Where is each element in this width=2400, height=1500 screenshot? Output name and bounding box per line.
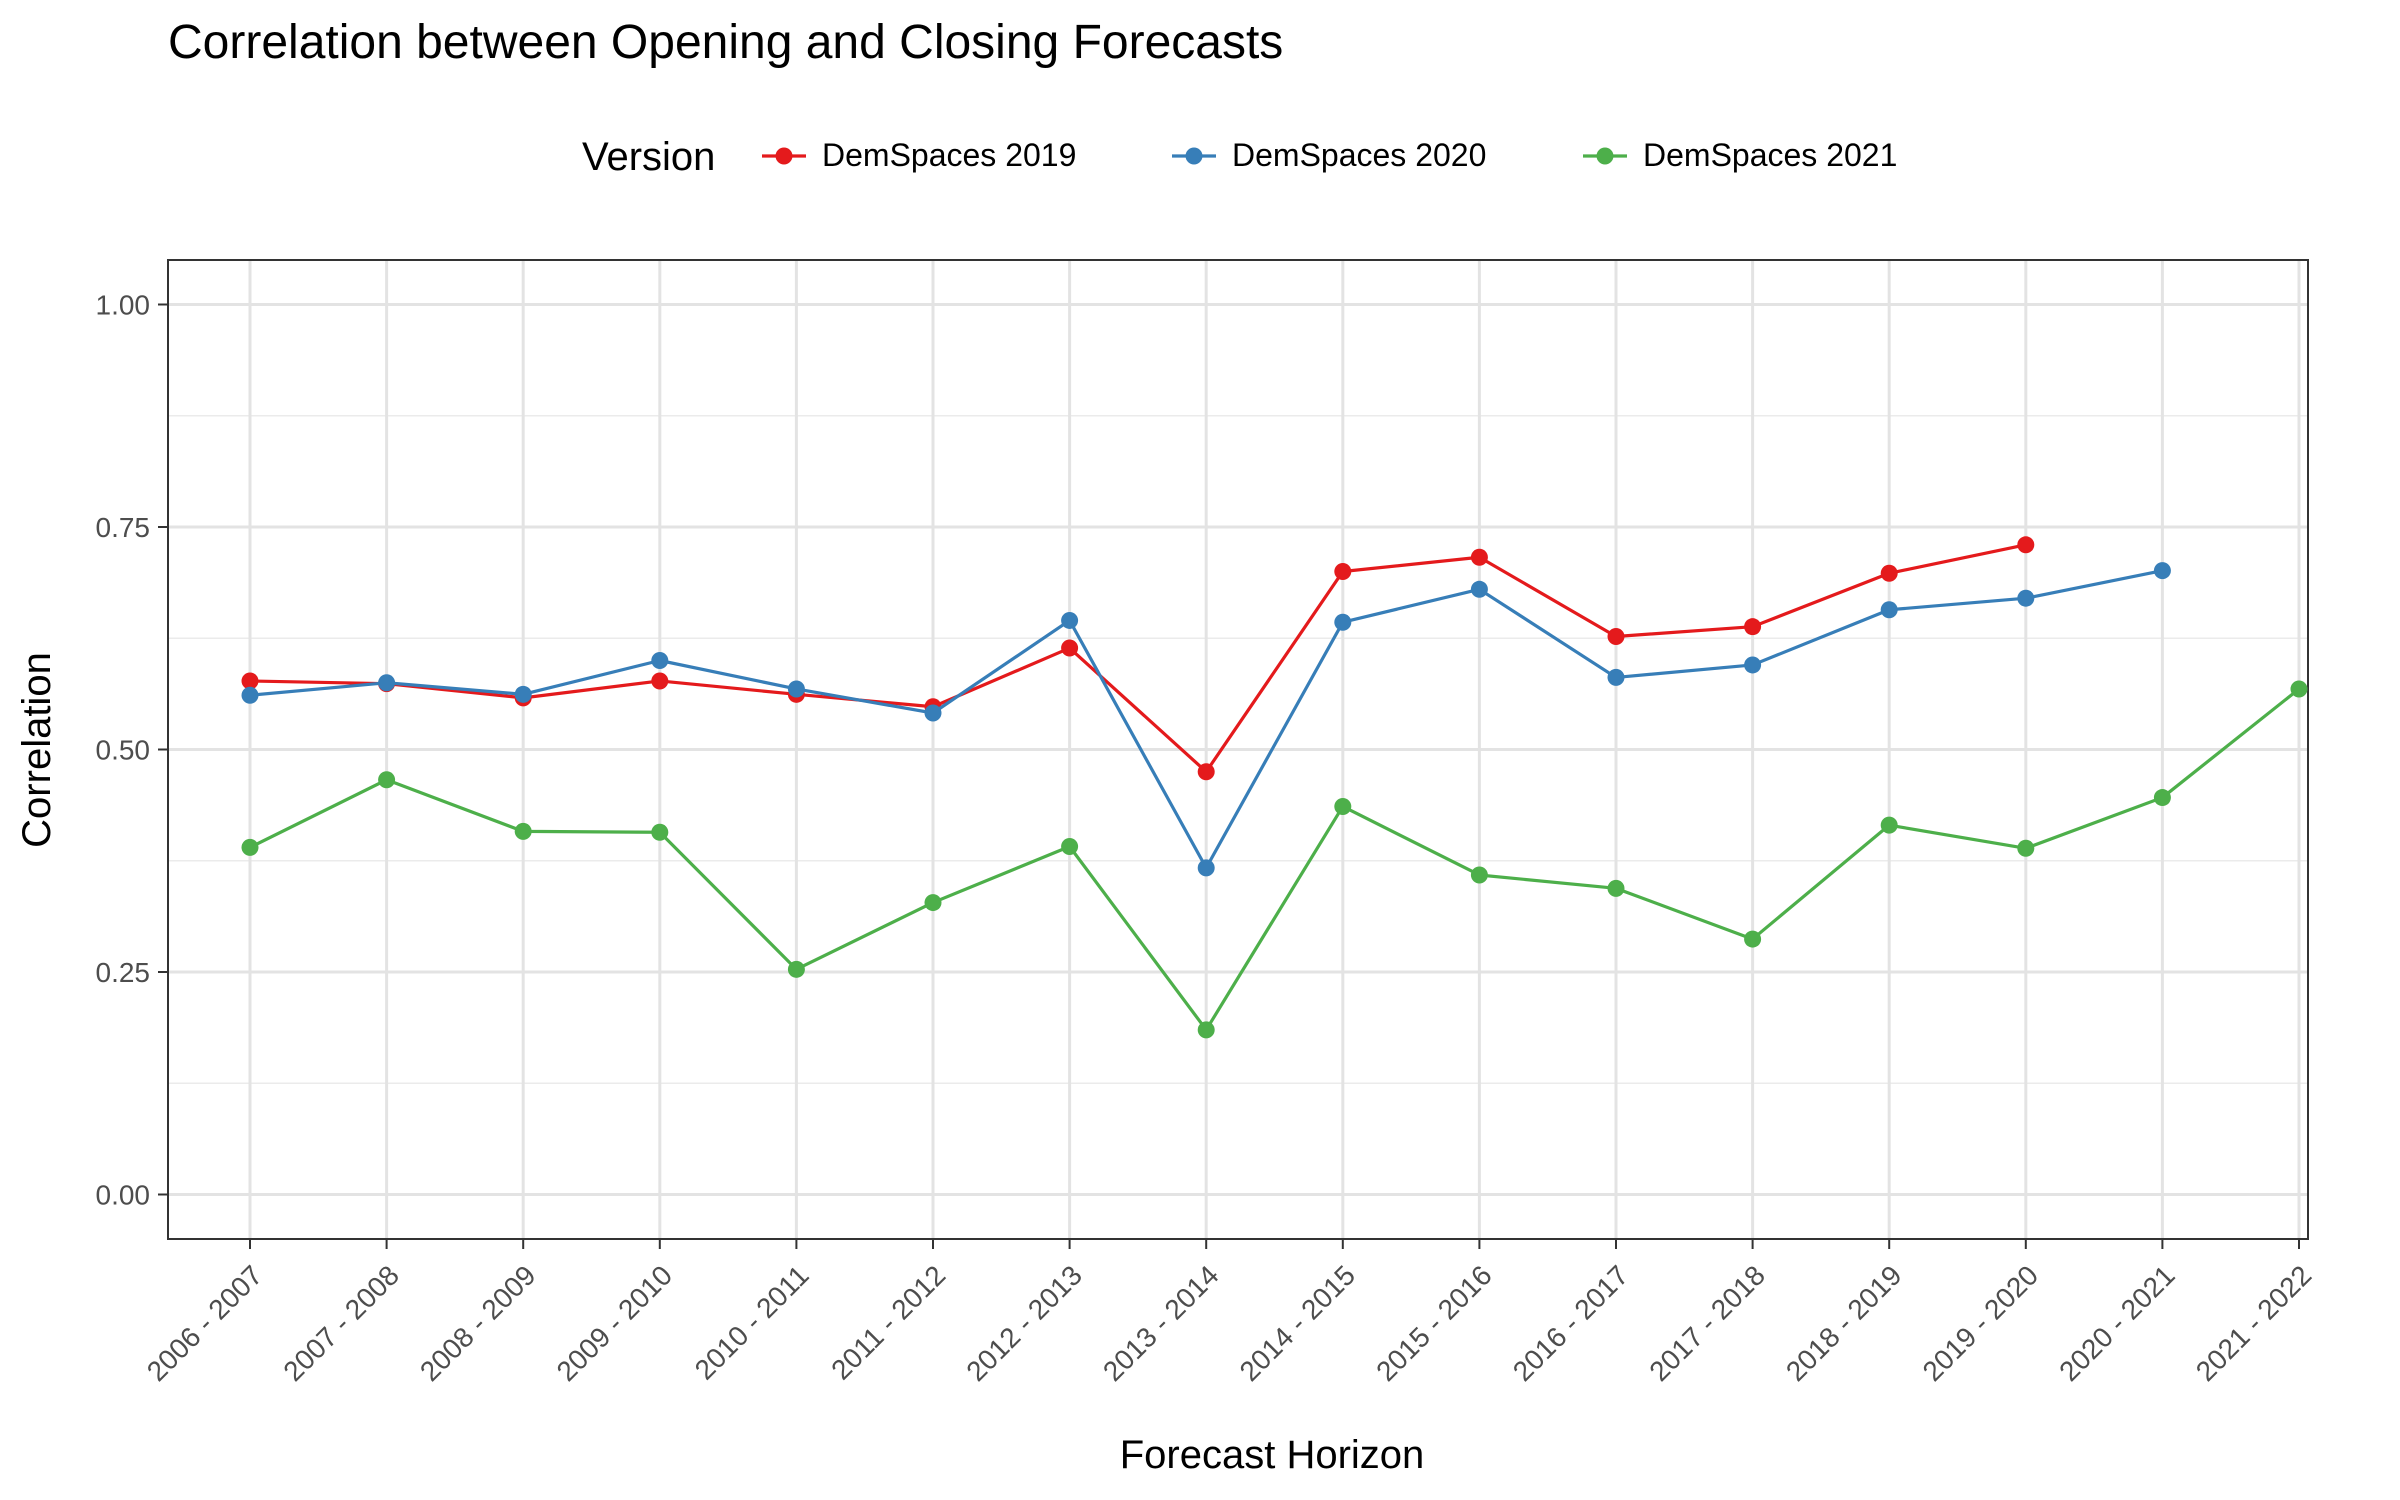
x-tick-label: 2016 - 2017 xyxy=(1507,1259,1635,1387)
data-point xyxy=(1470,548,1488,566)
x-tick-label: 2006 - 2007 xyxy=(141,1259,269,1387)
data-point xyxy=(2017,536,2035,554)
data-point xyxy=(378,674,396,692)
series-line xyxy=(249,687,2300,1032)
data-point xyxy=(514,685,532,703)
data-point xyxy=(2153,562,2171,580)
data-point xyxy=(1061,838,1079,856)
data-point xyxy=(241,672,259,690)
legend-title: Version xyxy=(582,135,715,179)
data-point xyxy=(2153,789,2171,807)
series-group xyxy=(241,536,2035,781)
data-point xyxy=(1197,859,1215,877)
legend: Version DemSpaces 2019 DemSpaces 2020 DemS… xyxy=(582,135,1897,179)
x-tick-label: 2008 - 2009 xyxy=(414,1259,542,1387)
series-group xyxy=(241,680,2308,1039)
data-point xyxy=(1880,816,1898,834)
x-tick-label: 2007 - 2008 xyxy=(277,1259,405,1387)
data-point xyxy=(1470,580,1488,598)
data-point xyxy=(1334,613,1352,631)
data-point xyxy=(241,838,259,856)
data-point xyxy=(1334,563,1352,580)
legend-label: DemSpaces 2021 xyxy=(1643,137,1897,173)
x-axis: 2006 - 2007 2007 - 2008 2008 - 2009 2009 - … xyxy=(141,1239,2318,1387)
data-point xyxy=(1334,797,1352,815)
data-point xyxy=(924,704,942,722)
data-point xyxy=(1744,656,1762,674)
x-tick-label: 2011 - 2012 xyxy=(825,1259,951,1385)
data-point xyxy=(787,960,805,978)
y-tick-label: 0.75 xyxy=(96,512,151,543)
x-tick-label: 2010 - 2011 xyxy=(689,1259,815,1385)
x-tick-label: 2019 - 2020 xyxy=(1917,1259,2045,1387)
data-point xyxy=(1607,668,1625,686)
data-point xyxy=(924,894,942,912)
legend-key-point xyxy=(1185,147,1203,165)
series-layer xyxy=(241,536,2308,1039)
data-point xyxy=(1607,627,1625,645)
x-tick-label: 2017 - 2018 xyxy=(1643,1259,1771,1387)
y-tick-label: 1.00 xyxy=(96,290,151,321)
data-point xyxy=(1197,763,1215,781)
legend-item: DemSpaces 2019 xyxy=(762,137,1076,173)
y-axis-label: Correlation xyxy=(15,652,59,848)
chart-title: Correlation between Opening and Closing … xyxy=(168,16,1283,69)
data-point xyxy=(378,771,396,789)
x-tick-label: 2018 - 2019 xyxy=(1780,1259,1908,1387)
data-point xyxy=(2017,839,2035,857)
x-tick-label: 2013 - 2014 xyxy=(1097,1259,1225,1387)
data-point xyxy=(1470,866,1488,884)
legend-key-point xyxy=(775,147,793,165)
x-tick-label: 2020 - 2021 xyxy=(2053,1259,2181,1387)
series-group xyxy=(241,562,2171,877)
x-tick-label: 2021 - 2022 xyxy=(2190,1259,2318,1387)
y-tick-label: 0.50 xyxy=(96,735,151,766)
data-point xyxy=(1880,564,1898,582)
x-tick-label: 2009 - 2010 xyxy=(551,1259,679,1387)
data-point xyxy=(2290,680,2308,698)
x-axis-label: Forecast Horizon xyxy=(1120,1433,1425,1477)
gridlines xyxy=(168,260,2308,1239)
data-point xyxy=(1607,879,1625,897)
y-tick-label: 0.25 xyxy=(96,957,151,988)
data-point xyxy=(1880,601,1898,619)
data-point xyxy=(651,652,669,669)
y-tick-label: 0.00 xyxy=(96,1180,151,1211)
legend-item: DemSpaces 2020 xyxy=(1172,137,1486,173)
data-point xyxy=(1061,639,1079,657)
legend-key-point xyxy=(1596,147,1614,165)
x-tick-label: 2014 - 2015 xyxy=(1234,1259,1362,1387)
series-line xyxy=(249,543,2027,774)
data-point xyxy=(1061,611,1079,629)
x-tick-label: 2015 - 2016 xyxy=(1370,1259,1498,1387)
data-point xyxy=(2017,589,2035,607)
legend-label: DemSpaces 2020 xyxy=(1232,137,1486,173)
data-point xyxy=(1197,1021,1215,1039)
legend-label: DemSpaces 2019 xyxy=(822,137,1076,173)
data-point xyxy=(1744,618,1762,636)
x-tick-label: 2012 - 2013 xyxy=(960,1259,1088,1387)
data-point xyxy=(787,680,805,698)
legend-item: DemSpaces 2021 xyxy=(1583,137,1897,173)
data-point xyxy=(651,823,669,841)
y-axis: 0.00 0.25 0.50 0.75 1.00 xyxy=(96,290,168,1211)
data-point xyxy=(241,686,259,704)
data-point xyxy=(1744,930,1762,948)
data-point xyxy=(651,672,669,690)
data-point xyxy=(514,822,532,840)
